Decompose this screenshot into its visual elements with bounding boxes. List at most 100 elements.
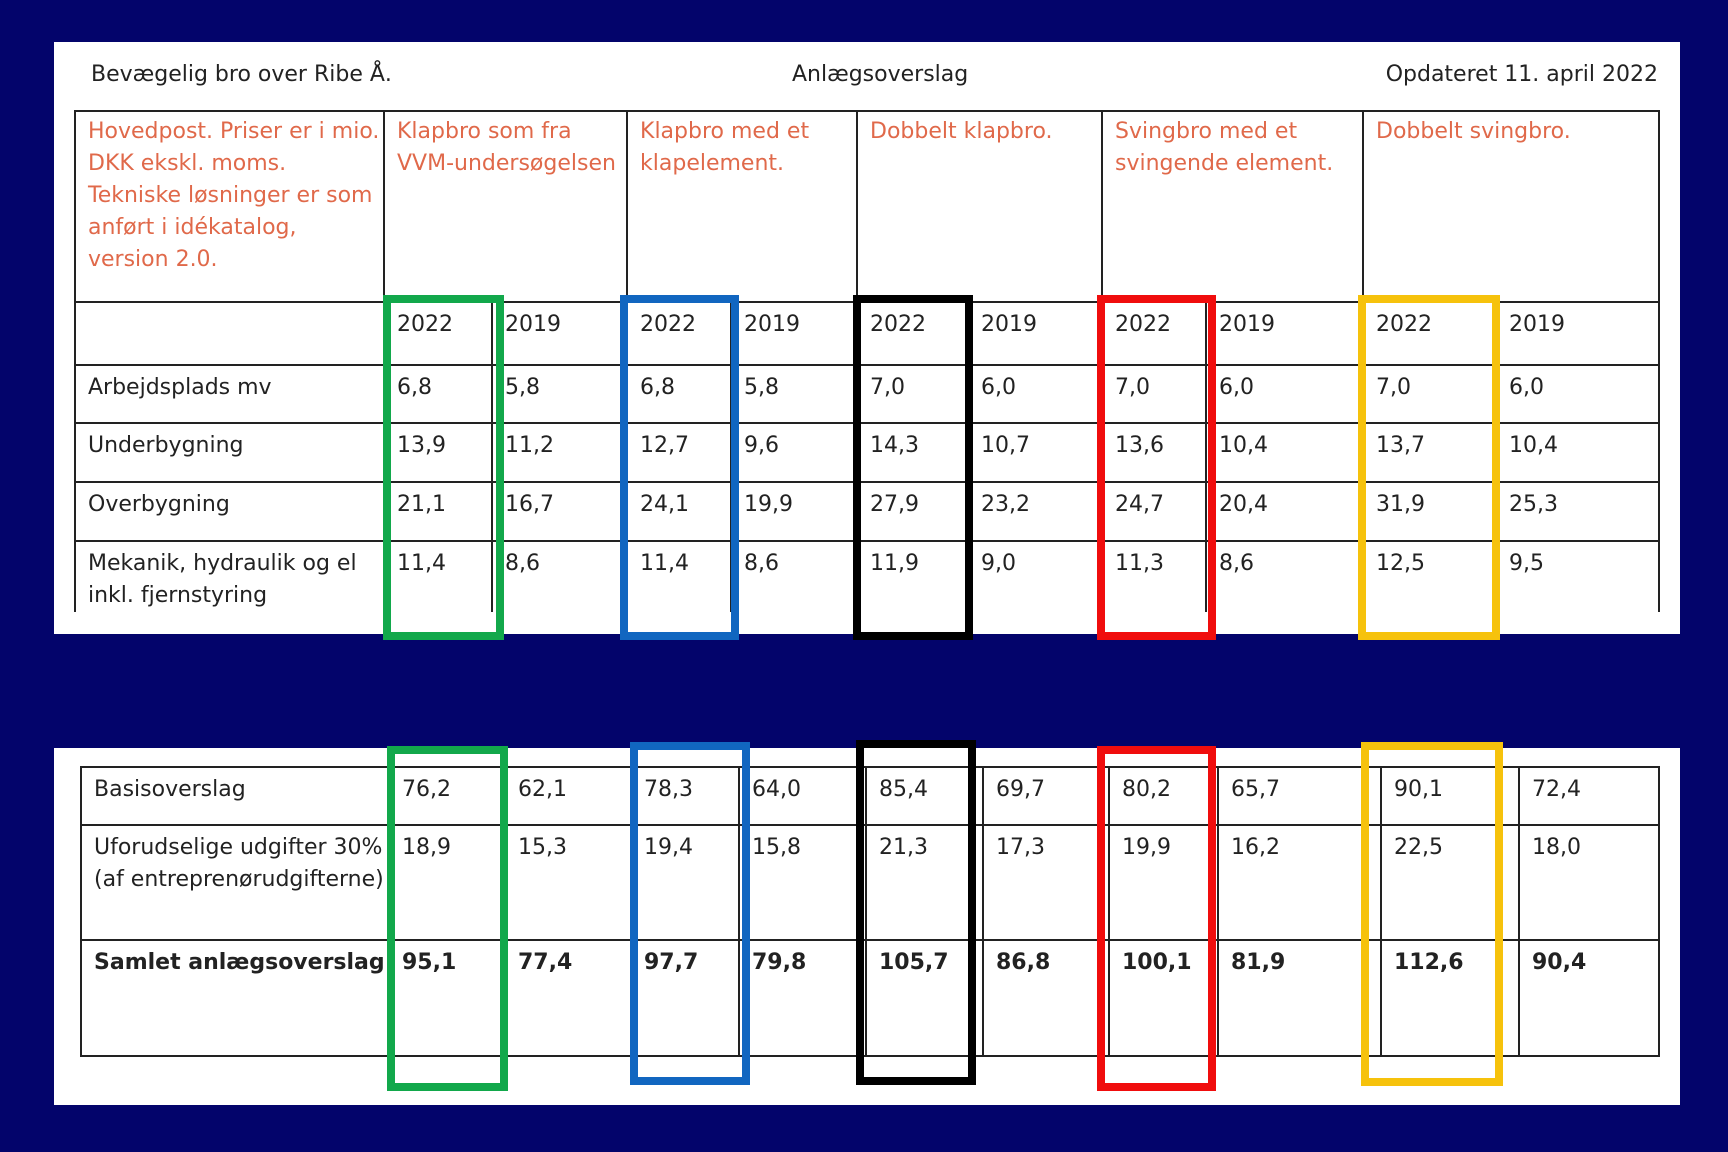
value-cell: 13,9 xyxy=(383,422,493,483)
value-cell: 11,4 xyxy=(383,540,493,612)
value-cell: 20,4 xyxy=(1205,481,1365,542)
value-cell: 9,5 xyxy=(1495,540,1661,612)
value-cell: 17,3 xyxy=(982,824,1110,941)
year-2022: 2022 xyxy=(383,301,493,366)
value-cell: 90,1 xyxy=(1380,766,1520,826)
table-row: Arbejdsplads mv 6,8 5,8 6,8 5,8 7,0 6,0 7,0 6,0 7… xyxy=(74,364,1661,424)
year-2019: 2019 xyxy=(490,301,629,366)
value-cell: 6,0 xyxy=(1205,364,1365,424)
value-cell: 10,4 xyxy=(1495,422,1661,483)
row-label: Overbygning xyxy=(74,481,385,542)
value-cell: 62,1 xyxy=(504,766,632,826)
value-cell: 64,0 xyxy=(738,766,867,826)
table-row: Samlet anlægsoverslag 95,1 77,4 97,7 79,8 105… xyxy=(80,939,1660,1057)
row-label: Basisoverslag xyxy=(80,766,390,826)
value-cell: 95,1 xyxy=(388,939,506,1057)
value-cell: 105,7 xyxy=(865,939,984,1057)
table-row: Mekanik, hydraulik og el inkl. fjernstyr… xyxy=(74,540,1661,612)
year-2022: 2022 xyxy=(1101,301,1208,366)
header-option-2: Klapbro med et klapelement. xyxy=(626,110,859,303)
year-2019: 2019 xyxy=(1205,301,1365,366)
value-cell: 12,7 xyxy=(626,422,733,483)
value-cell: 6,0 xyxy=(967,364,1104,424)
value-cell: 86,8 xyxy=(982,939,1110,1057)
value-cell: 6,0 xyxy=(1495,364,1661,424)
value-cell: 5,8 xyxy=(490,364,629,424)
value-cell: 10,4 xyxy=(1205,422,1365,483)
table-row: Overbygning 21,1 16,7 24,1 19,9 27,9 23,2 24,7 2… xyxy=(74,481,1661,542)
value-cell: 6,8 xyxy=(626,364,733,424)
row-label: Samlet anlægsoverslag xyxy=(80,939,390,1057)
value-cell: 24,7 xyxy=(1101,481,1208,542)
year-2019: 2019 xyxy=(730,301,859,366)
row-label: Uforudselige udgifter 30% (af entreprenø… xyxy=(80,824,390,941)
empty-cell xyxy=(74,301,385,366)
year-2022: 2022 xyxy=(626,301,733,366)
value-cell: 79,8 xyxy=(738,939,867,1057)
header-option-4: Svingbro med et svingende element. xyxy=(1101,110,1365,303)
row-label: Mekanik, hydraulik og el inkl. fjernstyr… xyxy=(74,540,385,612)
value-cell: 11,4 xyxy=(626,540,733,612)
row-label: Underbygning xyxy=(74,422,385,483)
header-option-1: Klapbro som fra VVM-undersøgelsen xyxy=(382,110,629,303)
year-2019: 2019 xyxy=(967,301,1104,366)
value-cell: 69,7 xyxy=(982,766,1110,826)
year-2022: 2022 xyxy=(856,301,970,366)
value-cell: 9,6 xyxy=(730,422,859,483)
value-cell: 19,9 xyxy=(1108,824,1219,941)
value-cell: 72,4 xyxy=(1518,766,1660,826)
value-cell: 11,2 xyxy=(490,422,629,483)
value-cell: 31,9 xyxy=(1362,481,1498,542)
document-updated-date: Opdateret 11. april 2022 xyxy=(1385,62,1658,87)
value-cell: 8,6 xyxy=(730,540,859,612)
value-cell: 25,3 xyxy=(1495,481,1661,542)
value-cell: 18,0 xyxy=(1518,824,1660,941)
value-cell: 80,2 xyxy=(1108,766,1219,826)
value-cell: 27,9 xyxy=(856,481,970,542)
value-cell: 65,7 xyxy=(1217,766,1382,826)
value-cell: 8,6 xyxy=(1205,540,1365,612)
value-cell: 19,9 xyxy=(730,481,859,542)
value-cell: 16,2 xyxy=(1217,824,1382,941)
value-cell: 12,5 xyxy=(1362,540,1498,612)
value-cell: 23,2 xyxy=(967,481,1104,542)
value-cell: 7,0 xyxy=(1362,364,1498,424)
value-cell: 8,6 xyxy=(490,540,629,612)
value-cell: 13,7 xyxy=(1362,422,1498,483)
table-row: Uforudselige udgifter 30% (af entreprenø… xyxy=(80,824,1660,941)
value-cell: 7,0 xyxy=(856,364,970,424)
value-cell: 6,8 xyxy=(383,364,493,424)
value-cell: 100,1 xyxy=(1108,939,1219,1057)
value-cell: 21,3 xyxy=(865,824,984,941)
year-row: 2022 2019 2022 2019 2022 2019 2022 2019 … xyxy=(74,301,1661,366)
cost-estimate-table-bottom: Basisoverslag 76,2 62,1 78,3 64,0 85,4 69,7 80,… xyxy=(80,766,1660,1057)
value-cell: 97,7 xyxy=(630,939,740,1057)
value-cell: 9,0 xyxy=(967,540,1104,612)
value-cell: 16,7 xyxy=(490,481,629,542)
document-bottom-section: Basisoverslag 76,2 62,1 78,3 64,0 85,4 69,7 80,… xyxy=(54,748,1680,1105)
table-row: Underbygning 13,9 11,2 12,7 9,6 14,3 10,7 13,6 1… xyxy=(74,422,1661,483)
value-cell: 5,8 xyxy=(730,364,859,424)
value-cell: 78,3 xyxy=(630,766,740,826)
value-cell: 76,2 xyxy=(388,766,506,826)
year-2019: 2019 xyxy=(1495,301,1661,366)
value-cell: 11,9 xyxy=(856,540,970,612)
value-cell: 18,9 xyxy=(388,824,506,941)
value-cell: 90,4 xyxy=(1518,939,1660,1057)
value-cell: 15,8 xyxy=(738,824,867,941)
value-cell: 81,9 xyxy=(1217,939,1382,1057)
document-top-section: Bevægelig bro over Ribe Å. Anlægsoversla… xyxy=(54,42,1680,634)
value-cell: 13,6 xyxy=(1101,422,1208,483)
value-cell: 19,4 xyxy=(630,824,740,941)
value-cell: 7,0 xyxy=(1101,364,1208,424)
value-cell: 77,4 xyxy=(504,939,632,1057)
row-label: Arbejdsplads mv xyxy=(74,364,385,424)
table-row: Basisoverslag 76,2 62,1 78,3 64,0 85,4 69,7 80,… xyxy=(80,766,1660,826)
value-cell: 15,3 xyxy=(504,824,632,941)
value-cell: 10,7 xyxy=(967,422,1104,483)
document-subject: Anlægsoverslag xyxy=(792,62,969,87)
cost-estimate-table-top: Hovedpost. Priser er i mio. DKK ekskl. m… xyxy=(74,110,1661,612)
document-title: Bevægelig bro over Ribe Å. xyxy=(91,62,392,87)
header-label-cell: Hovedpost. Priser er i mio. DKK ekskl. m… xyxy=(74,110,385,303)
value-cell: 21,1 xyxy=(383,481,493,542)
